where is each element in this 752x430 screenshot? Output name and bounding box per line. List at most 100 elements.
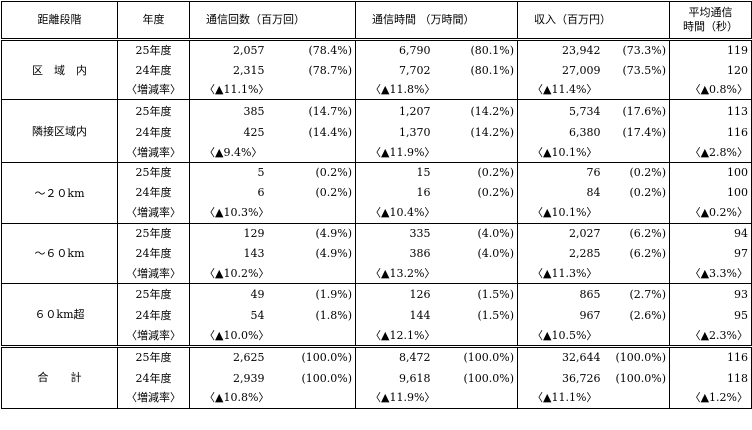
time-value: 16 — [355, 182, 434, 203]
calls-share: (78.7%) — [308, 63, 352, 77]
average-duration-value: 95 — [669, 304, 752, 326]
revenue-share: (100.0%) — [603, 344, 670, 368]
time-value: 15 — [355, 162, 434, 183]
revenue-share: (2.6%) — [629, 308, 666, 322]
calls-value: 143 — [189, 243, 268, 264]
calls-share: (4.9%) — [315, 247, 352, 260]
time-share: (1.5%) — [433, 283, 518, 305]
segment-label: ６０km超 — [1, 283, 118, 347]
average-duration-value: 100 — [669, 162, 752, 183]
average-duration-value: 118 — [669, 368, 752, 388]
revenue-value: 967 — [517, 304, 604, 326]
year-cell: 25年度 — [117, 39, 190, 60]
calls-value: 2,939 — [189, 368, 268, 388]
calls-change-rate: 〈▲10.3%〉 — [189, 202, 356, 224]
year-cell: 25年度 — [117, 99, 190, 123]
calls-value: 6 — [189, 182, 268, 203]
revenue-change-rate: 〈▲11.1%〉 — [517, 388, 670, 409]
header-average-line1: 平均通信 — [688, 6, 733, 19]
revenue-value: 2,285 — [517, 243, 604, 264]
revenue-value: 2,027 — [517, 223, 604, 244]
table-body: 区 域 内 25年度 2,057 (78.4%) 6,790 (80.1%) 23,942(… — [1, 39, 752, 409]
calls-share: (100.0%) — [267, 344, 356, 368]
revenue-change-rate: 〈▲10.1%〉 — [517, 202, 670, 224]
calls-share: (78.4%) — [267, 39, 356, 60]
revenue-share: (0.2%) — [603, 162, 670, 183]
table-row: 24年度 2,315 (78.7%) 7,702 (80.1%) 27,009 (73.5%… — [2, 60, 752, 80]
year-cell: 〈増減率〉 — [117, 202, 190, 224]
table-row: 24年度 54 (1.8%) 144 (1.5%) 967 (2.6%) 95 — [2, 304, 752, 326]
revenue-value: 84 — [517, 182, 604, 203]
calls-value: 425 — [189, 122, 268, 143]
time-value: 6,790 — [355, 39, 434, 60]
time-share: (4.0%) — [433, 223, 518, 244]
time-value: 126 — [355, 283, 434, 305]
change-rate-row: 〈増減率〉 〈▲9.4%〉 〈▲11.9%〉 〈▲10.1%〉 〈▲2.8%〉 — [2, 142, 752, 163]
header-segment: 距離段階 — [1, 1, 118, 41]
revenue-share: (73.3%) — [603, 39, 670, 60]
average-duration-value: 100 — [669, 182, 752, 203]
header-average-duration: 平均通信 時間（秒） — [669, 1, 752, 41]
calls-value: 129 — [189, 223, 268, 244]
revenue-share: (6.2%) — [629, 247, 666, 260]
time-value: 386 — [355, 243, 434, 264]
revenue-value: 32,644 — [517, 344, 604, 368]
calls-share: (14.7%) — [267, 99, 356, 123]
year-cell: 〈増減率〉 — [117, 388, 190, 409]
table-row: 24年度 425 (14.4%) 1,370 (14.2%) 6,380 (17.4%) 11… — [2, 122, 752, 143]
average-duration-change-rate: 〈▲0.8%〉 — [669, 80, 752, 100]
year-cell: 24年度 — [117, 182, 190, 203]
year-cell: 〈増減率〉 — [117, 325, 190, 347]
calls-share: (0.2%) — [315, 186, 352, 199]
time-share: (0.2%) — [477, 186, 514, 199]
time-share: (100.0%) — [463, 371, 514, 385]
calls-value: 54 — [189, 304, 268, 326]
time-change-rate: 〈▲11.9%〉 — [355, 388, 518, 409]
year-cell: 25年度 — [117, 283, 190, 305]
revenue-value: 27,009 — [517, 60, 604, 80]
revenue-share: (100.0%) — [615, 371, 666, 385]
change-rate-row: 〈増減率〉 〈▲10.8%〉 〈▲11.9%〉 〈▲11.1%〉 〈▲1.2%〉 — [2, 388, 752, 409]
time-share: (80.1%) — [433, 39, 518, 60]
table-row: ～２０km 25年度 5 (0.2%) 15 (0.2%) 76 (0.2%) 100 — [1, 162, 752, 224]
revenue-value: 5,734 — [517, 99, 604, 123]
calls-value: 2,315 — [189, 60, 268, 80]
segment-label: 区 域 内 — [1, 39, 118, 100]
segment-label: ～６０km — [1, 223, 118, 284]
time-value: 8,472 — [355, 344, 434, 368]
calls-value: 5 — [189, 162, 268, 183]
year-cell: 25年度 — [117, 223, 190, 244]
table-row: 合 計 25年度 2,625 (100.0%) 8,472 (100.0%) 32,644(… — [1, 344, 752, 409]
year-cell: 24年度 — [117, 243, 190, 264]
table-row: ～６０km 25年度 129 (4.9%) 335 (4.0%) 2,027 (6.2%) 94 — [1, 223, 752, 284]
calls-value: 385 — [189, 99, 268, 123]
revenue-share: (17.6%) — [603, 99, 670, 123]
table-row: 24年度 143 (4.9%) 386 (4.0%) 2,285 (6.2%) 97 — [2, 243, 752, 264]
time-change-rate: 〈▲13.2%〉 — [355, 263, 518, 284]
average-duration-value: 119 — [669, 39, 752, 60]
revenue-share: (0.2%) — [629, 186, 666, 199]
segment-label: 隣接区域内 — [1, 99, 118, 163]
time-change-rate: 〈▲11.9%〉 — [355, 142, 518, 163]
time-value: 1,207 — [355, 99, 434, 123]
change-rate-row: 〈増減率〉 〈▲11.1%〉 〈▲11.8%〉 〈▲11.4%〉 〈▲0.8%〉 — [2, 80, 752, 100]
calls-share: (14.4%) — [308, 126, 352, 139]
time-value: 335 — [355, 223, 434, 244]
time-change-rate: 〈▲12.1%〉 — [355, 325, 518, 347]
revenue-change-rate: 〈▲10.5%〉 — [517, 325, 670, 347]
year-cell: 24年度 — [117, 60, 190, 80]
calls-change-rate: 〈▲10.2%〉 — [189, 263, 356, 284]
average-duration-value: 94 — [669, 223, 752, 244]
revenue-value: 23,942 — [517, 39, 604, 60]
time-share: (4.0%) — [477, 247, 514, 260]
average-duration-value: 97 — [669, 243, 752, 264]
header-year: 年度 — [117, 1, 190, 41]
average-duration-value: 116 — [669, 344, 752, 368]
revenue-value: 36,726 — [517, 368, 604, 388]
revenue-share: (73.5%) — [622, 63, 666, 77]
year-cell: 25年度 — [117, 344, 190, 368]
header-row: 距離段階 年度 通信回数（百万回） 通信時間 （万時間） 収入（百万円） 平均通… — [1, 1, 752, 41]
calls-value: 2,057 — [189, 39, 268, 60]
time-share: (80.1%) — [470, 63, 514, 77]
revenue-share: (6.2%) — [603, 223, 670, 244]
